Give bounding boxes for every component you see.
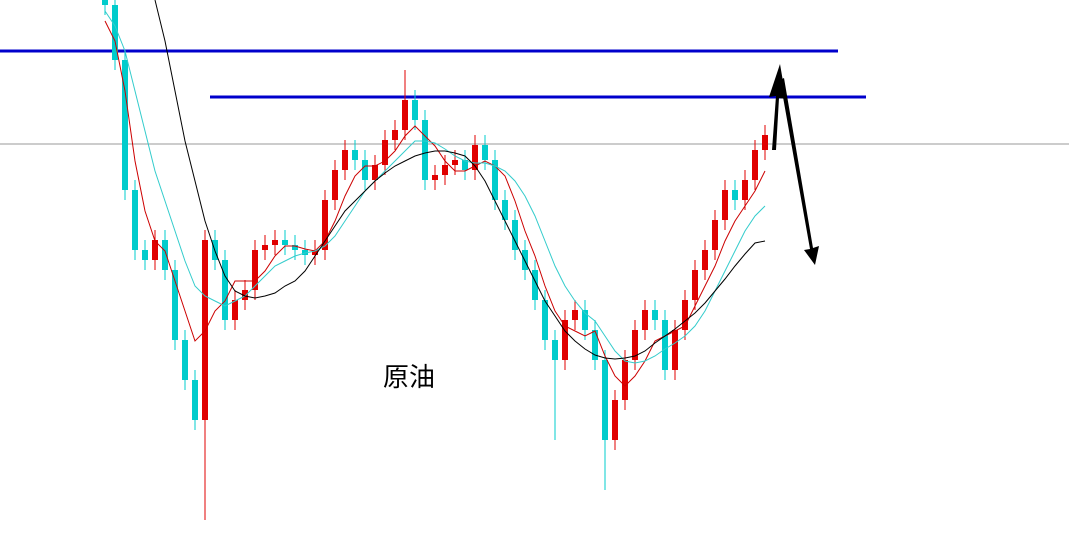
candle-body bbox=[172, 270, 178, 340]
moving-average-line bbox=[104, 20, 766, 387]
candle-body bbox=[442, 165, 448, 175]
candle-body bbox=[382, 140, 388, 165]
candle-body bbox=[722, 190, 728, 220]
candle-body bbox=[192, 380, 198, 420]
candle-body bbox=[532, 270, 538, 300]
moving-average-line bbox=[154, 0, 766, 360]
moving-average-line bbox=[104, 10, 766, 364]
candle-body bbox=[542, 300, 548, 340]
candle-body bbox=[112, 5, 118, 60]
candle-body bbox=[572, 310, 578, 320]
candle-body bbox=[412, 100, 418, 120]
candle-body bbox=[702, 250, 708, 270]
candle-body bbox=[122, 60, 128, 190]
candle-body bbox=[232, 300, 238, 320]
candle-body bbox=[632, 330, 638, 360]
candle-body bbox=[272, 240, 278, 245]
candle-body bbox=[422, 120, 428, 180]
candle-body bbox=[132, 190, 138, 250]
candle-body bbox=[662, 320, 668, 370]
candle-body bbox=[362, 160, 368, 180]
candle-body bbox=[222, 260, 228, 320]
candle-body bbox=[742, 180, 748, 200]
candle-body bbox=[352, 150, 358, 160]
candle-body bbox=[692, 270, 698, 300]
candle-body bbox=[102, 0, 108, 5]
candle-body bbox=[622, 360, 628, 400]
candle-body bbox=[712, 220, 718, 250]
candle-body bbox=[152, 240, 158, 260]
arrow-down bbox=[780, 78, 819, 265]
candle-body bbox=[162, 240, 168, 270]
annotation: 原油 bbox=[383, 363, 435, 393]
candle-body bbox=[392, 130, 398, 140]
candle-body bbox=[592, 330, 598, 360]
candle-body bbox=[252, 250, 258, 290]
candle-body bbox=[142, 250, 148, 260]
arrows bbox=[769, 64, 819, 265]
candle-body bbox=[552, 340, 558, 360]
candle-body bbox=[602, 360, 608, 440]
candle-body bbox=[612, 400, 618, 440]
candle-body bbox=[762, 135, 768, 150]
candle-body bbox=[332, 170, 338, 200]
candle-body bbox=[482, 145, 488, 160]
arrow-up bbox=[769, 64, 786, 150]
candle-body bbox=[732, 190, 738, 200]
candle-body bbox=[512, 220, 518, 250]
candle-body bbox=[402, 100, 408, 130]
candle-body bbox=[242, 290, 248, 300]
candle-body bbox=[752, 150, 758, 180]
candle-body bbox=[682, 300, 688, 330]
candle-body bbox=[292, 245, 298, 250]
candle-body bbox=[452, 160, 458, 165]
candle-body bbox=[262, 245, 268, 250]
candle-body bbox=[432, 175, 438, 180]
candle-body bbox=[652, 310, 658, 320]
candle-body bbox=[672, 330, 678, 370]
candle-body bbox=[322, 200, 328, 250]
candle-body bbox=[642, 310, 648, 330]
candle-body bbox=[472, 145, 478, 170]
candle-body bbox=[372, 165, 378, 180]
candle-body bbox=[342, 150, 348, 170]
candle-body bbox=[562, 320, 568, 360]
candle-body bbox=[502, 200, 508, 220]
candle-body bbox=[492, 160, 498, 200]
candle-body bbox=[282, 240, 288, 245]
candle-body bbox=[182, 340, 188, 380]
candle-body bbox=[462, 160, 468, 170]
candle-body bbox=[312, 250, 318, 255]
candle-body bbox=[582, 310, 588, 330]
